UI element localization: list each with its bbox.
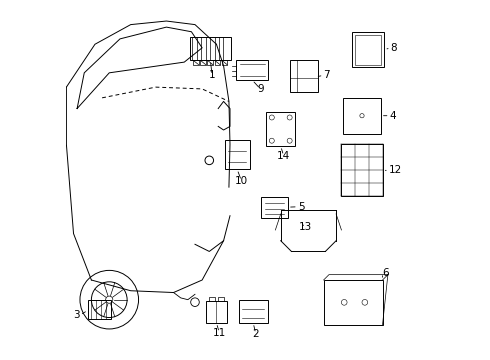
Text: 13: 13 [299,222,312,232]
Text: 8: 8 [391,43,397,53]
Bar [290,60,318,93]
Bar [236,60,268,80]
Text: 5: 5 [298,202,304,212]
Bar [190,37,231,60]
Text: 12: 12 [389,165,402,175]
Text: 14: 14 [277,151,290,161]
Bar [343,98,381,134]
Text: 4: 4 [390,111,396,121]
Text: 9: 9 [257,84,264,94]
Bar [267,112,295,146]
Bar [323,280,383,325]
Text: 6: 6 [383,268,389,278]
Bar [342,144,383,196]
Text: 1: 1 [209,70,216,80]
Bar [355,35,381,64]
Bar [224,140,249,169]
Text: 11: 11 [213,328,226,338]
Text: 10: 10 [235,176,248,186]
Bar [261,197,288,217]
Text: 3: 3 [74,310,80,320]
Bar [239,300,268,323]
Bar [88,300,111,319]
Text: 2: 2 [252,329,259,339]
Bar [206,301,227,323]
Bar [352,32,384,67]
Text: 7: 7 [323,70,330,80]
